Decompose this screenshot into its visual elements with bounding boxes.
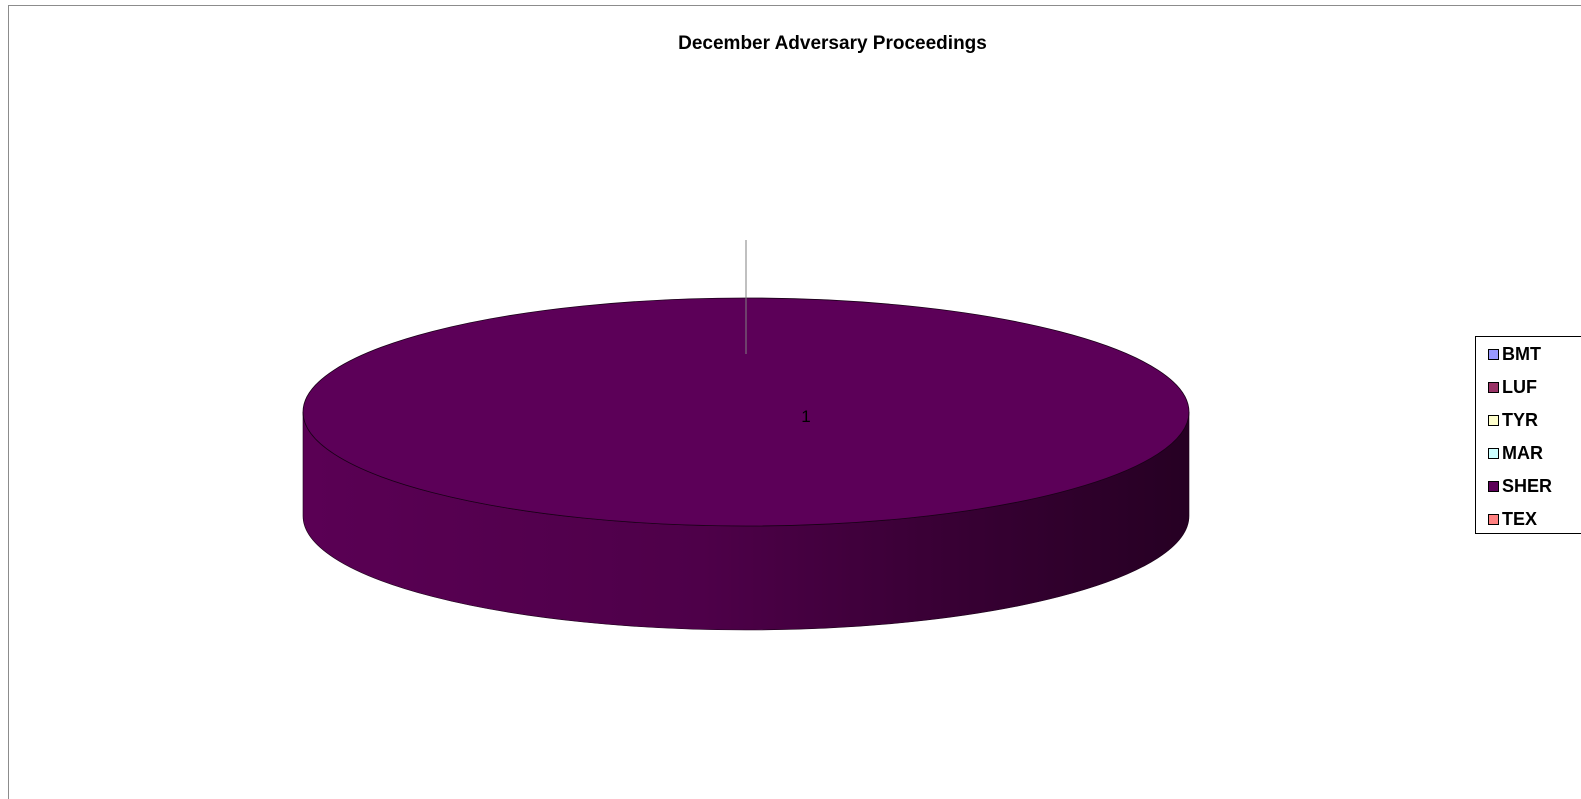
legend-item-tyr: TYR [1488, 409, 1538, 431]
data-label: 1 [801, 407, 810, 426]
legend-item-bmt: BMT [1488, 343, 1541, 365]
legend-label: SHER [1502, 476, 1553, 496]
legend-item-mar: MAR [1488, 442, 1543, 464]
legend-item-sher: SHER [1488, 475, 1552, 497]
legend-label: TYR [1502, 410, 1538, 430]
legend-item-luf: LUF [1488, 376, 1537, 398]
legend-label: TEX [1502, 509, 1538, 529]
legend-swatch [1488, 414, 1499, 426]
legend-swatch [1488, 513, 1499, 525]
legend-swatch [1488, 447, 1499, 459]
legend-swatch [1488, 480, 1499, 492]
legend-label: BMT [1502, 344, 1541, 364]
legend-swatch [1488, 348, 1499, 360]
legend-swatch [1488, 381, 1499, 393]
legend: BMT LUF TYR MAR SHER TEX [1475, 336, 1581, 534]
chart-title: December Adversary Proceedings [678, 33, 987, 54]
legend-label: MAR [1502, 443, 1543, 463]
legend-label: LUF [1502, 377, 1537, 397]
legend-item-tex: TEX [1488, 508, 1537, 530]
